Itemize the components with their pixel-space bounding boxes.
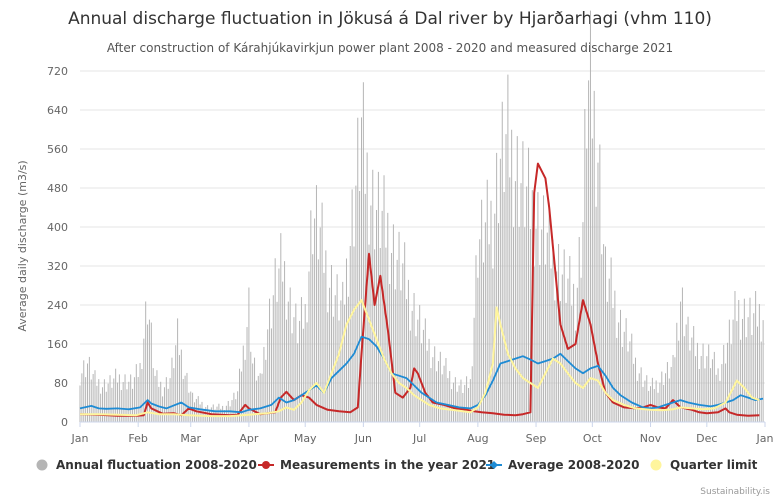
x-tick-label: Mar xyxy=(180,432,201,445)
x-tick-label: Sep xyxy=(526,432,547,445)
series-line-2 xyxy=(79,335,764,414)
y-tick-label: 0 xyxy=(61,416,68,429)
y-axis-ticks: 0 80 160 240 320 400 480 560 640 720 xyxy=(47,65,68,429)
x-tick-label: Jun xyxy=(354,432,372,445)
legend-symbol-marker xyxy=(490,461,498,469)
x-tick-label: May xyxy=(294,432,317,445)
y-tick-label: 400 xyxy=(47,221,68,234)
legend-item-label[interactable]: Average 2008-2020 xyxy=(508,458,640,472)
x-tick-label: Nov xyxy=(640,432,662,445)
y-tick-label: 160 xyxy=(47,338,68,351)
credits: Sustainability.is xyxy=(700,487,770,497)
legend: Annual fluctuation 2008-2020 Measurements… xyxy=(36,458,758,472)
grid xyxy=(80,70,765,423)
x-tick-label: Dec xyxy=(696,432,717,445)
y-tick-label: 240 xyxy=(47,299,68,312)
legend-symbol-marker xyxy=(262,461,270,469)
y-tick-label: 640 xyxy=(47,104,68,117)
x-axis: Jan Feb Mar Apr May Jun Jul Aug Sep Oct Nov Dec Jan xyxy=(71,421,774,445)
x-tick-label: Jul xyxy=(412,432,426,445)
x-tick-label: Jan xyxy=(756,432,774,445)
legend-symbol xyxy=(36,459,48,471)
chart-title: Annual discharge fluctuation in Jökusá á… xyxy=(68,9,712,29)
legend-item-label[interactable]: Measurements in the year 2021 xyxy=(280,458,495,472)
y-tick-label: 320 xyxy=(47,260,68,273)
x-tick-label: Apr xyxy=(239,432,259,445)
line-series xyxy=(79,162,764,418)
x-tick-label: Oct xyxy=(583,432,603,445)
bar-series xyxy=(79,10,764,422)
y-tick-label: 80 xyxy=(54,377,68,390)
legend-item-label[interactable]: Quarter limit xyxy=(670,458,758,472)
y-tick-label: 560 xyxy=(47,143,68,156)
y-axis-label: Average daily discharge (m3/s) xyxy=(16,160,29,331)
chart-subtitle: After construction of Kárahjúkavirkjun p… xyxy=(107,41,673,55)
series-line-1 xyxy=(79,162,760,417)
x-tick-label: Jan xyxy=(71,432,89,445)
legend-item-label[interactable]: Annual fluctuation 2008-2020 xyxy=(56,458,257,472)
legend-symbol xyxy=(650,459,662,471)
series-line-3 xyxy=(80,299,760,418)
x-tick-label: Feb xyxy=(128,432,147,445)
x-tick-label: Aug xyxy=(467,432,488,445)
y-tick-label: 480 xyxy=(47,182,68,195)
y-tick-label: 720 xyxy=(47,65,68,78)
